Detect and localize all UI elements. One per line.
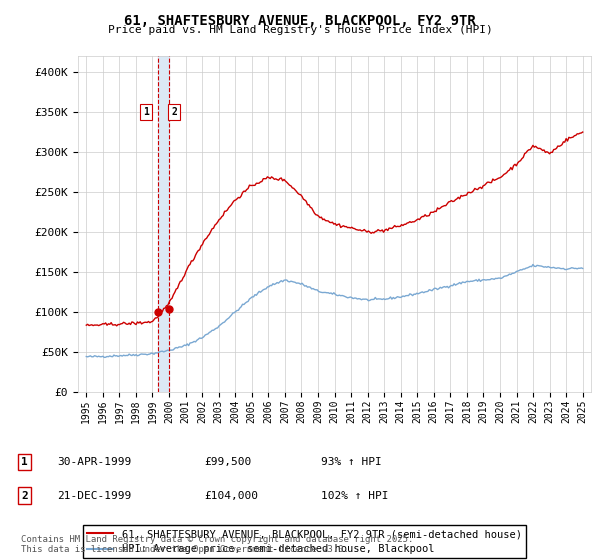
Text: 1: 1 [21,457,28,467]
Bar [158,56,169,392]
Text: £104,000: £104,000 [204,491,258,501]
Text: 93% ↑ HPI: 93% ↑ HPI [321,457,382,467]
Text: 2: 2 [172,107,177,117]
Legend: 61, SHAFTESBURY AVENUE, BLACKPOOL, FY2 9TR (semi-detached house), HPI: Average p: 61, SHAFTESBURY AVENUE, BLACKPOOL, FY2 9… [83,525,526,558]
Text: 102% ↑ HPI: 102% ↑ HPI [321,491,389,501]
Text: Price paid vs. HM Land Registry's House Price Index (HPI): Price paid vs. HM Land Registry's House … [107,25,493,35]
Text: Contains HM Land Registry data © Crown copyright and database right 2025.
This d: Contains HM Land Registry data © Crown c… [21,535,413,554]
Text: 21-DEC-1999: 21-DEC-1999 [57,491,131,501]
Text: 61, SHAFTESBURY AVENUE, BLACKPOOL, FY2 9TR: 61, SHAFTESBURY AVENUE, BLACKPOOL, FY2 9… [124,14,476,28]
Text: 1: 1 [143,107,149,117]
Text: 2: 2 [21,491,28,501]
Text: £99,500: £99,500 [204,457,251,467]
Text: 30-APR-1999: 30-APR-1999 [57,457,131,467]
